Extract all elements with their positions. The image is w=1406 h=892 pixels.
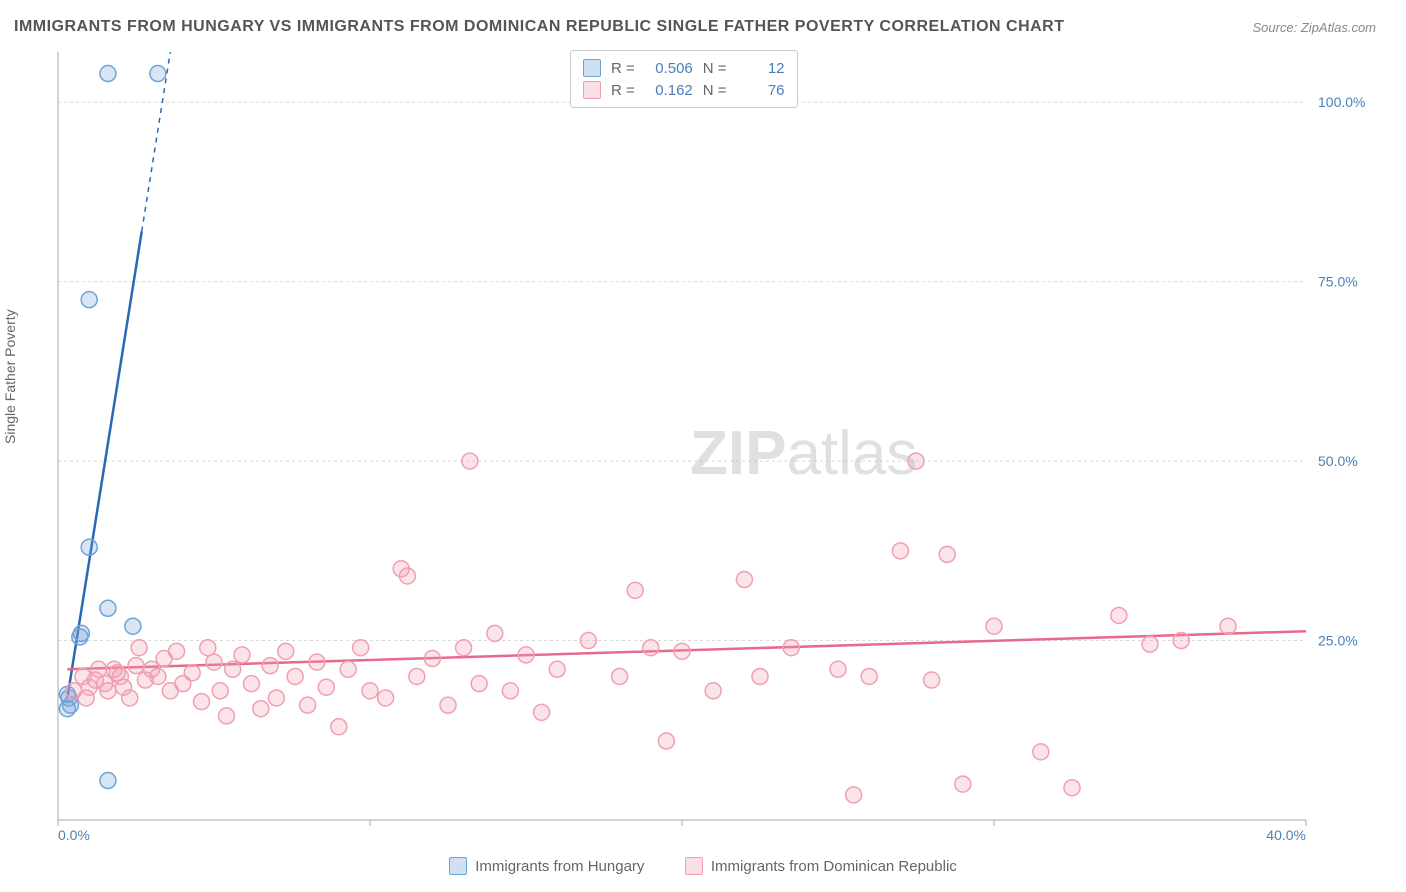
stats-row-hungary: R = 0.506 N = 12 <box>583 57 785 79</box>
legend-item-dominican: Immigrants from Dominican Republic <box>685 857 957 875</box>
chart-title: IMMIGRANTS FROM HUNGARY VS IMMIGRANTS FR… <box>14 18 1065 36</box>
legend-label-dominican: Immigrants from Dominican Republic <box>711 858 957 875</box>
stats-legend-box: R = 0.506 N = 12 R = 0.162 N = 76 <box>570 50 798 108</box>
n-label: N = <box>703 82 727 99</box>
n-label: N = <box>703 60 727 77</box>
swatch-dominican <box>583 81 601 99</box>
r-value-dominican: 0.162 <box>645 82 693 99</box>
legend-swatch-hungary <box>449 857 467 875</box>
svg-text:100.0%: 100.0% <box>1318 94 1365 110</box>
swatch-hungary <box>583 59 601 77</box>
svg-text:40.0%: 40.0% <box>1266 827 1306 842</box>
y-axis-label: Single Father Poverty <box>2 309 18 444</box>
legend-label-hungary: Immigrants from Hungary <box>475 858 644 875</box>
svg-text:25.0%: 25.0% <box>1318 633 1358 649</box>
legend-swatch-dominican <box>685 857 703 875</box>
chart-plot-area: 25.0%50.0%75.0%100.0%0.0%40.0% ZIPatlas <box>50 48 1376 842</box>
r-label: R = <box>611 82 635 99</box>
source-attribution: Source: ZipAtlas.com <box>1252 20 1376 35</box>
bottom-legend: Immigrants from Hungary Immigrants from … <box>0 857 1406 880</box>
svg-text:75.0%: 75.0% <box>1318 274 1358 290</box>
r-label: R = <box>611 60 635 77</box>
r-value-hungary: 0.506 <box>645 60 693 77</box>
svg-text:50.0%: 50.0% <box>1318 453 1358 469</box>
legend-item-hungary: Immigrants from Hungary <box>449 857 644 875</box>
scatter-chart-svg: 25.0% 50.0% 75.0% 100.0% 0.0% 40.0% <box>50 48 1376 842</box>
n-value-dominican: 76 <box>737 82 785 99</box>
stats-row-dominican: R = 0.162 N = 76 <box>583 79 785 101</box>
n-value-hungary: 12 <box>737 60 785 77</box>
svg-text:0.0%: 0.0% <box>58 827 90 842</box>
